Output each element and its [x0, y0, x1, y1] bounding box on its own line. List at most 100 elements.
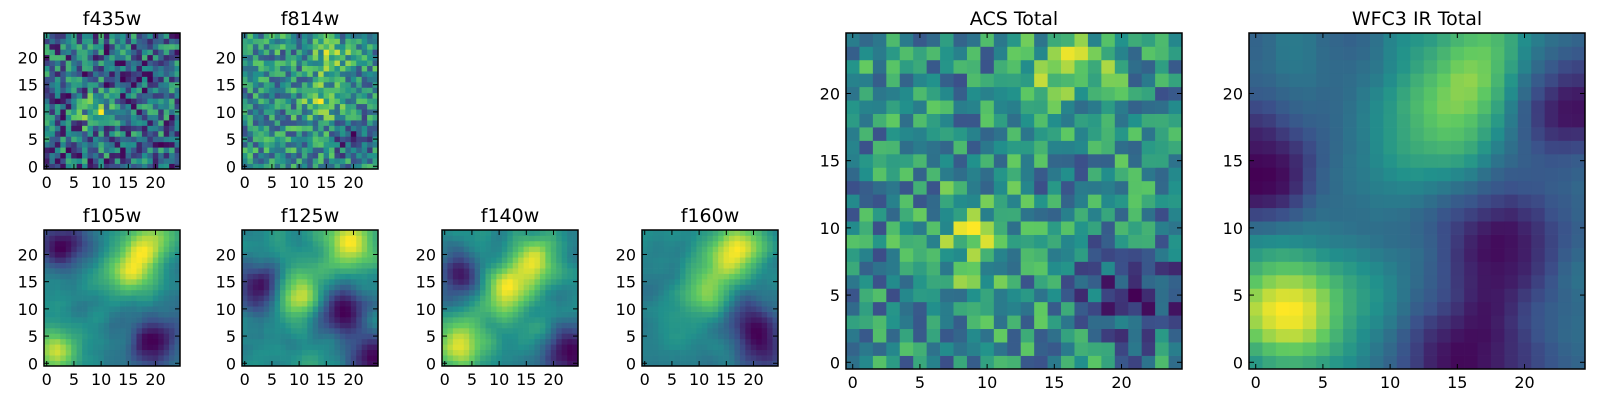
heatmap-cell — [696, 349, 703, 356]
heatmap-cell — [761, 344, 768, 351]
heatmap-cell — [60, 300, 67, 307]
heatmap-cell — [1316, 207, 1330, 222]
heatmap-cell — [280, 125, 286, 132]
heatmap-cell — [334, 262, 341, 269]
heatmap-cell — [886, 140, 901, 155]
plot-frame — [241, 32, 379, 170]
heatmap-cell — [539, 355, 546, 361]
heatmap-cell — [556, 268, 563, 274]
heatmap-cell — [103, 235, 110, 242]
heatmap-cell — [846, 261, 860, 276]
heatmap-cell — [312, 109, 319, 115]
heatmap-cell — [940, 288, 954, 303]
heatmap-cell — [685, 327, 692, 334]
heatmap-cell — [125, 306, 132, 312]
heatmap-cell — [334, 273, 341, 280]
heatmap-cell — [734, 240, 741, 247]
heatmap-cell — [158, 360, 165, 367]
heatmap-cell — [1383, 180, 1398, 195]
heatmap-cell — [163, 289, 170, 296]
heatmap-cell — [1396, 355, 1411, 370]
heatmap-cell — [356, 141, 363, 148]
heatmap-cell — [263, 338, 270, 345]
heatmap-cell — [1020, 100, 1035, 114]
heatmap-cell — [152, 98, 159, 105]
heatmap-cell — [463, 235, 470, 242]
heatmap-cell — [1275, 261, 1290, 276]
heatmap-cell — [263, 240, 270, 247]
heatmap-cell — [685, 349, 692, 356]
heatmap-cell — [1087, 207, 1102, 222]
heatmap-cell — [756, 360, 763, 367]
heatmap-cell — [899, 33, 914, 47]
heatmap-cell — [1101, 315, 1116, 330]
heatmap-cell — [65, 311, 72, 318]
heatmap-cell — [329, 317, 335, 323]
heatmap-cell — [899, 355, 914, 370]
heatmap-cell — [147, 257, 154, 263]
heatmap-cell — [269, 43, 275, 50]
heatmap-cell — [158, 76, 165, 83]
heatmap-cell — [1275, 288, 1290, 303]
heatmap-cell — [712, 311, 719, 318]
heatmap-cell — [350, 141, 357, 148]
heatmap-cell — [447, 295, 454, 302]
heatmap-cell — [1262, 328, 1277, 343]
heatmap-cell — [534, 360, 541, 367]
heatmap-cell — [367, 103, 373, 110]
heatmap-cell — [147, 33, 154, 39]
heatmap-cell — [334, 43, 341, 50]
heatmap-cell — [87, 43, 94, 50]
heatmap-cell — [872, 261, 887, 276]
heatmap-cell — [339, 54, 346, 61]
heatmap-cell — [1061, 207, 1075, 222]
heatmap-cell — [141, 338, 148, 345]
heatmap-cell — [339, 43, 346, 50]
heatmap-cell — [307, 333, 314, 340]
heatmap-cell — [723, 251, 730, 258]
heatmap-cell — [1531, 248, 1546, 262]
heatmap-cell — [87, 152, 94, 159]
heatmap-cell — [263, 125, 270, 132]
heatmap-cell — [534, 230, 541, 236]
heatmap-cell — [674, 262, 681, 269]
heatmap-cell — [345, 322, 352, 329]
heatmap-cell — [147, 246, 154, 253]
heatmap-cell — [669, 338, 675, 345]
heatmap-cell — [372, 273, 379, 280]
heatmap-cell — [120, 147, 126, 154]
heatmap-cell — [1007, 153, 1022, 168]
heatmap-cell — [114, 295, 121, 302]
heatmap-cell — [1558, 167, 1572, 182]
heatmap-cell — [103, 92, 110, 99]
heatmap-cell — [71, 76, 77, 83]
heatmap-cell — [290, 109, 297, 115]
heatmap-cells — [442, 230, 579, 367]
heatmap-cell — [318, 60, 324, 66]
heatmap-cell — [136, 152, 143, 159]
heatmap-cell — [463, 338, 470, 345]
heatmap-cell — [1047, 167, 1062, 182]
heatmap-cell — [285, 262, 292, 269]
heatmap-cell — [701, 251, 708, 258]
heatmap-cell — [1007, 274, 1022, 289]
heatmap-cell — [1531, 194, 1546, 209]
heatmap-cell — [98, 130, 105, 137]
heatmap-cell — [707, 235, 714, 242]
heatmap-cell — [318, 268, 324, 274]
heatmap-cell — [458, 257, 465, 263]
heatmap-cell — [966, 86, 981, 101]
heatmap-cell — [147, 87, 154, 94]
heatmap-cell — [82, 147, 88, 154]
heatmap-cell — [49, 322, 56, 329]
heatmap-cell — [372, 49, 379, 56]
heatmap-cell — [65, 251, 72, 258]
heatmap-cell — [334, 240, 341, 247]
heatmap-cell — [158, 295, 165, 302]
heatmap-cell — [147, 311, 154, 318]
heatmap-cell — [60, 327, 67, 334]
heatmap-cell — [312, 49, 319, 56]
heatmap-cell — [723, 268, 730, 274]
heatmap-cell — [712, 230, 719, 236]
